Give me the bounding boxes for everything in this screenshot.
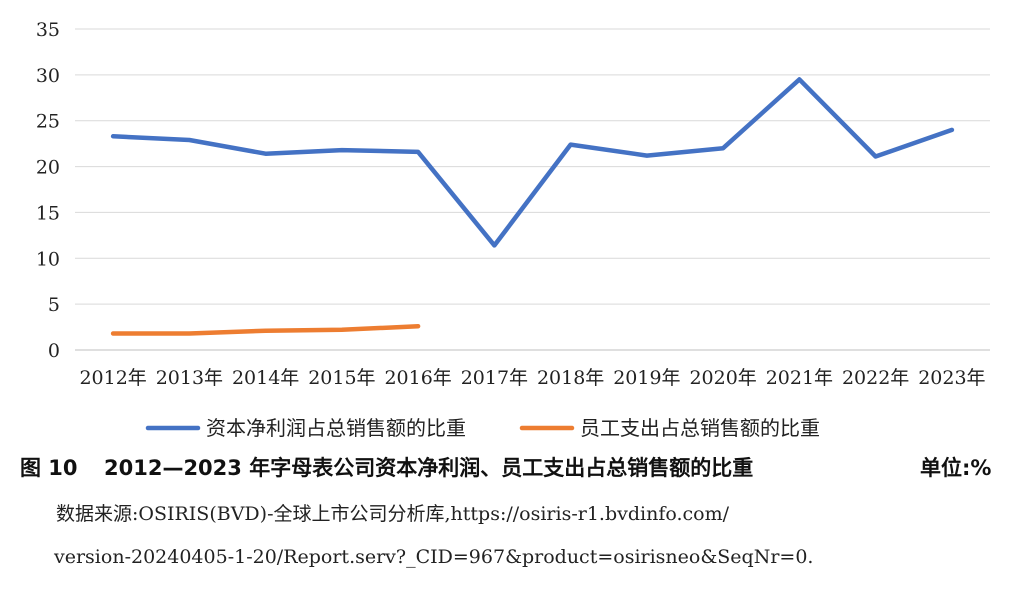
x-tick-label: 2012年 [79,367,146,389]
gridlines [75,28,990,351]
figure-number: 图 10 [20,456,78,480]
legend: 资本净利润占总销售额的比重 员工支出占总销售额的比重 [145,416,820,440]
x-tick-label: 2013年 [156,367,223,389]
x-tick-label: 2014年 [232,367,299,389]
y-tick-label: 35 [36,19,60,41]
y-tick-label: 10 [36,248,60,270]
line-chart: 0 5 10 15 20 25 30 35 2012年 2013年 2014年 2015年 2016年… [36,19,990,440]
series-line-2 [110,323,421,336]
y-tick-label: 0 [48,340,60,362]
x-tick-label: 2021年 [766,367,833,389]
x-tick-label: 2019年 [613,367,680,389]
y-axis-ticks: 0 5 10 15 20 25 30 35 [36,19,60,362]
x-tick-label: 2022年 [842,367,909,389]
x-tick-label: 2017年 [461,367,528,389]
source-line-1: 数据来源:OSIRIS(BVD)-全球上市公司分析库,https://osiri… [56,503,730,525]
y-tick-label: 5 [48,294,60,316]
series-line-1 [110,77,955,248]
y-tick-label: 20 [36,157,60,179]
source-line-2: version-20240405-1-20/Report.serv?_CID=9… [54,546,814,568]
y-tick-label: 30 [36,65,60,87]
figure-title: 2012—2023 年字母表公司资本净利润、员工支出占总销售额的比重 [104,456,754,480]
legend-label-1: 资本净利润占总销售额的比重 [206,416,466,440]
x-tick-label: 2015年 [308,367,375,389]
x-tick-label: 2016年 [384,367,451,389]
figure-unit: 单位:% [920,456,992,480]
x-tick-label: 2020年 [689,367,756,389]
series-lines [110,77,955,336]
y-tick-label: 25 [36,111,60,133]
y-tick-label: 15 [36,202,60,224]
x-tick-label: 2023年 [918,367,985,389]
x-tick-label: 2018年 [537,367,604,389]
x-axis-ticks: 2012年 2013年 2014年 2015年 2016年 2017年 2018年 2019年… [79,367,985,389]
legend-label-2: 员工支出占总销售额的比重 [580,416,820,440]
